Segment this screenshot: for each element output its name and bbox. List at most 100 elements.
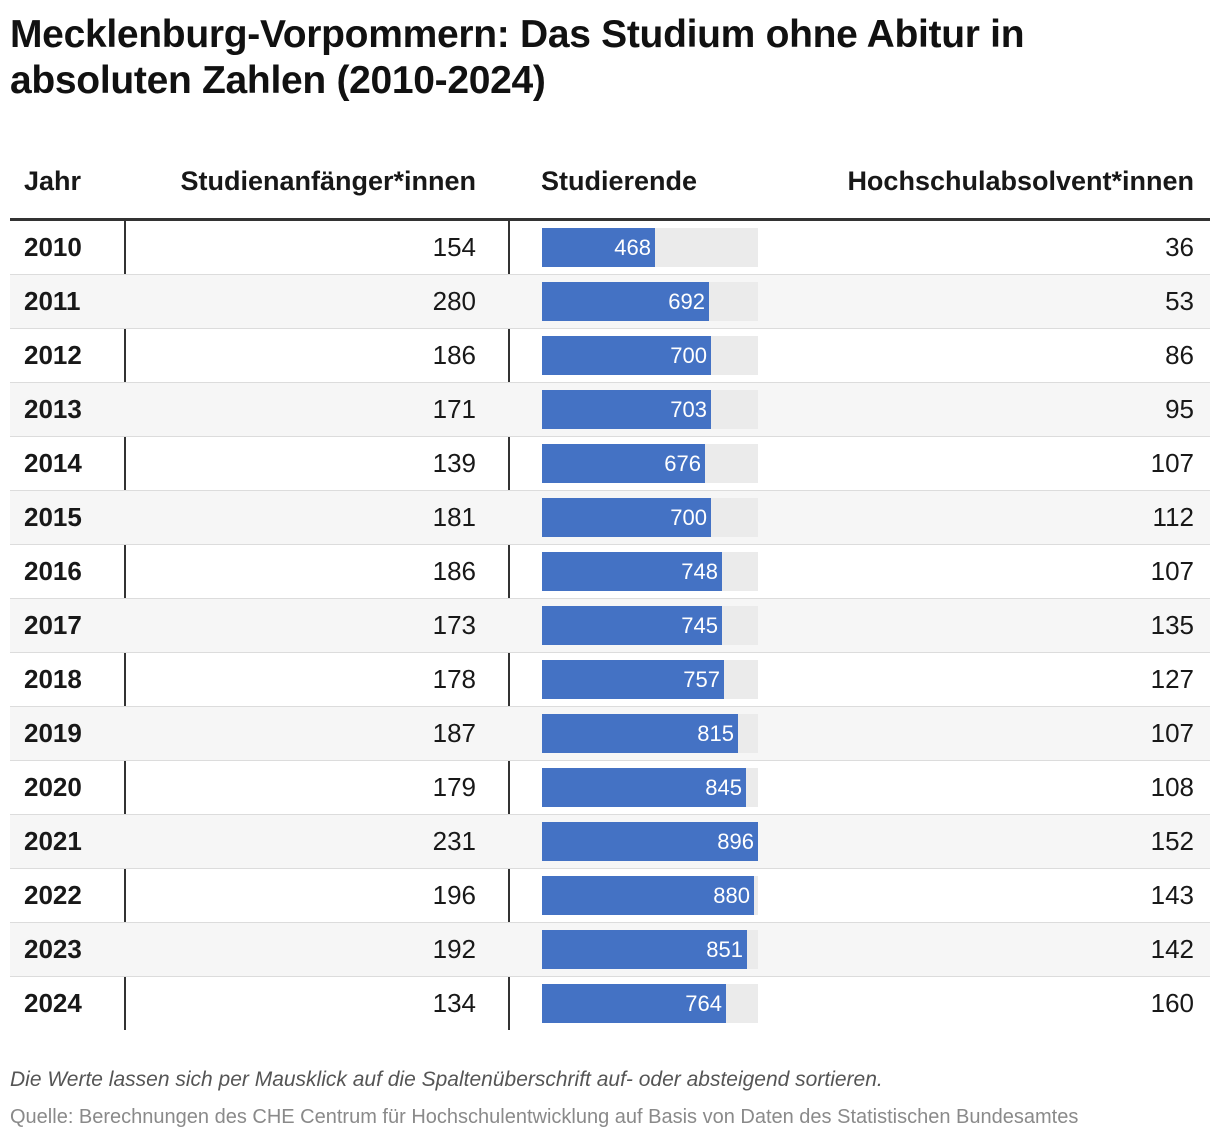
bar-studierende [542,876,754,915]
cell-absolventen: 142 [1150,934,1194,964]
cell-absolventen: 127 [1150,664,1194,694]
table-row: 2011 280 692 53 [10,275,1210,329]
table-row: 2022 196 880 143 [10,869,1210,923]
cell-year: 2018 [24,664,82,694]
cell-studienanfaenger: 173 [432,610,476,640]
cell-studienanfaenger: 181 [432,502,476,532]
bar-track: 703 [542,390,758,429]
cell-year: 2024 [24,988,82,1018]
bar-track: 764 [542,984,758,1023]
table-row: 2010 154 468 36 [10,221,1210,275]
bar-studierende [542,390,711,429]
cell-year: 2021 [24,826,82,856]
bar-studierende [542,984,726,1023]
bar-track: 700 [542,336,758,375]
cell-year: 2020 [24,772,82,802]
bar-studierende [542,228,655,267]
cell-absolventen: 107 [1150,718,1194,748]
cell-studienanfaenger: 139 [432,448,476,478]
cell-absolventen: 86 [1165,340,1194,370]
sort-hint-note: Die Werte lassen sich per Mausklick auf … [10,1068,883,1091]
cell-studienanfaenger: 179 [432,772,476,802]
bar-value-label: 703 [670,397,707,422]
table-row: 2014 139 676 107 [10,437,1210,491]
cell-absolventen: 112 [1152,502,1194,532]
cell-year: 2011 [24,286,81,316]
cell-studienanfaenger: 280 [432,286,476,316]
table-row: 2018 178 757 127 [10,653,1210,707]
bar-value-label: 468 [614,235,651,260]
bar-value-label: 851 [706,937,743,962]
bar-value-label: 692 [668,289,705,314]
table-row: 2015 181 700 112 [10,491,1210,545]
cell-absolventen: 152 [1150,826,1194,856]
table-row: 2012 186 700 86 [10,329,1210,383]
bar-studierende [542,498,711,537]
cell-studienanfaenger: 192 [432,934,476,964]
bar-value-label: 880 [713,883,750,908]
bar-track: 815 [542,714,758,753]
cell-absolventen: 160 [1150,988,1194,1018]
bar-track: 692 [542,282,758,321]
cell-studienanfaenger: 154 [432,232,476,262]
bar-studierende [542,282,709,321]
bar-value-label: 745 [681,613,718,638]
cell-year: 2014 [24,448,82,478]
cell-year: 2017 [24,610,82,640]
column-header-jahr[interactable]: Jahr [24,166,82,196]
bar-track: 745 [542,606,758,645]
cell-studienanfaenger: 186 [432,340,476,370]
bar-studierende [542,606,722,645]
cell-year: 2015 [24,502,82,532]
bar-track: 880 [542,876,758,915]
cell-absolventen: 107 [1150,448,1194,478]
cell-absolventen: 143 [1150,880,1194,910]
cell-absolventen: 95 [1165,394,1194,424]
cell-year: 2023 [24,934,82,964]
source-note: Quelle: Berechnungen des CHE Centrum für… [10,1106,1079,1128]
cell-absolventen: 108 [1150,772,1194,802]
cell-year: 2022 [24,880,82,910]
bar-track: 845 [542,768,758,807]
table-row: 2013 171 703 95 [10,383,1210,437]
column-header-studierende[interactable]: Studierende [541,166,698,196]
bar-value-label: 815 [697,721,734,746]
cell-year: 2010 [24,232,82,262]
bar-value-label: 700 [670,343,707,368]
cell-absolventen: 135 [1150,610,1194,640]
bar-studierende [542,714,738,753]
column-header-studienanfaenger[interactable]: Studienanfänger*innen [180,166,476,196]
bar-value-label: 700 [670,505,707,530]
cell-studienanfaenger: 186 [432,556,476,586]
bar-track: 757 [542,660,758,699]
table-row: 2021 231 896 152 [10,815,1210,869]
cell-year: 2016 [24,556,82,586]
cell-absolventen: 53 [1165,286,1194,316]
bar-studierende [542,552,722,591]
bar-studierende [542,444,705,483]
page-title: Mecklenburg-Vorpommern: Das Studium ohne… [10,13,1025,102]
bar-studierende [542,336,711,375]
bar-value-label: 757 [683,667,720,692]
cell-year: 2012 [24,340,82,370]
bar-value-label: 896 [717,829,754,854]
column-header-absolventen[interactable]: Hochschulabsolvent*innen [847,166,1194,196]
cell-year: 2013 [24,394,82,424]
bar-studierende [542,660,724,699]
cell-studienanfaenger: 171 [432,394,476,424]
bar-studierende [542,768,746,807]
data-table: Jahr Studienanfänger*innen Studierende H… [10,158,1210,1030]
table-row: 2023 192 851 142 [10,923,1210,977]
cell-studienanfaenger: 134 [432,988,476,1018]
bar-track: 468 [542,228,758,267]
bar-track: 676 [542,444,758,483]
bar-track: 700 [542,498,758,537]
table-row: 2020 179 845 108 [10,761,1210,815]
bar-studierende [542,930,747,969]
table-row: 2017 173 745 135 [10,599,1210,653]
table-body: 2010 154 468 36 2011 280 692 53 2012 186 700 86 2013… [10,221,1210,1030]
table-row: 2024 134 764 160 [10,977,1210,1030]
bar-value-label: 845 [705,775,742,800]
cell-year: 2019 [24,718,82,748]
bar-studierende [542,822,758,861]
